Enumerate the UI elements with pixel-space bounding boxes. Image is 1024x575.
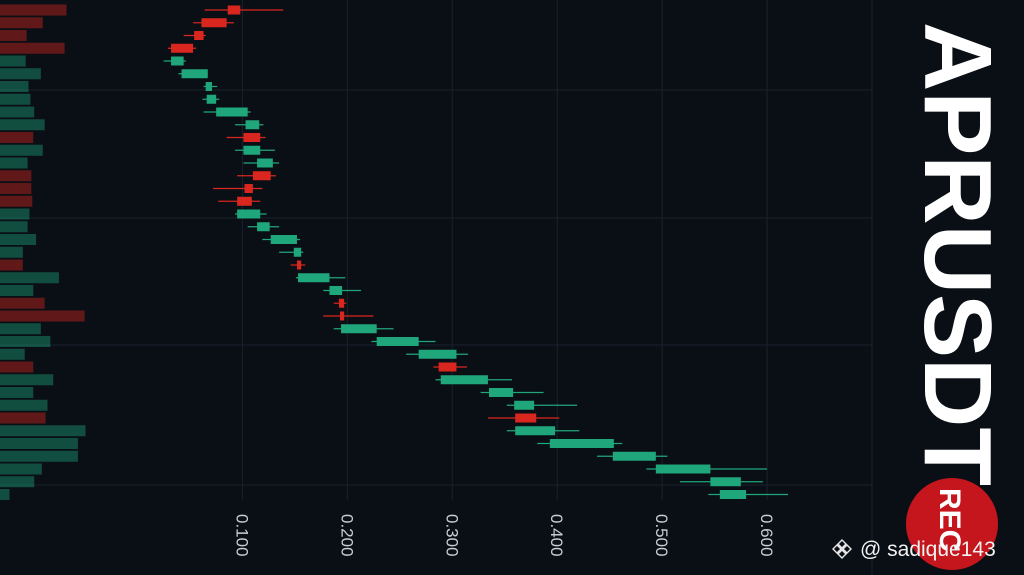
candle-body [201,18,227,28]
volume-bar [0,297,45,309]
volume-bar [0,68,41,80]
volume-bar [0,450,78,462]
volume-bar [0,489,10,500]
candle-body [298,273,330,283]
volume-bar [0,336,51,347]
volume-bar [0,4,67,16]
volume-bar [0,399,48,411]
candle-body [205,82,212,91]
volume-bar [0,42,65,54]
volume-bar [0,93,31,105]
candle-body [252,171,271,181]
volume-bar [0,195,33,207]
volume-bar [0,183,32,194]
chart-title: APRUSDT [904,22,1011,486]
volume-bar [0,246,23,258]
candle-body [270,235,297,244]
volume-bar [0,208,30,220]
volume-bar [0,285,34,296]
candle-body [237,209,261,219]
candle-body [181,69,208,79]
volume-bar [0,221,28,233]
volume-bar [0,119,45,131]
volume-bar [0,30,27,41]
candle-body [440,375,488,385]
candle-body [376,337,419,346]
candle-body [171,43,194,53]
candle-body [293,247,302,257]
x-tick-label: 0.300 [442,514,461,557]
candle-body [418,349,457,359]
volume-bar [0,425,86,437]
candle-body [655,464,711,474]
volume-bar [0,438,78,449]
candle-body [341,324,377,334]
candle-body [194,31,204,40]
watermark-logo [832,539,852,559]
volume-bar [0,361,34,373]
volume-bar [0,323,41,335]
candle-body [549,439,614,448]
volume-bar [0,259,23,271]
volume-bar [0,132,34,143]
candle-body [206,94,217,104]
candle-body [257,222,270,232]
plot: 0.100 0.200 0.300 0.400 0.500 0.600 [0,0,789,557]
candle-body [515,413,537,423]
volume-bar [0,374,54,386]
x-tick-label: 0.600 [757,514,776,557]
candle-body [488,388,514,397]
rec-label: REC [933,488,966,551]
candle-body [338,298,345,308]
x-tick-label: 0.400 [547,514,566,557]
volume-bar [0,81,29,92]
volume-bar [0,310,85,322]
candle-body [710,477,741,487]
candle-body [257,158,273,168]
candle-body [329,286,343,295]
candle-body [515,426,556,436]
candle-body [243,145,261,155]
candle-body [244,184,253,193]
candle-body [171,56,184,66]
volume-bar [0,412,46,424]
candle-body [719,490,747,499]
candle-body [296,260,302,270]
volume-bar [0,106,35,118]
watermark: @ sadique143 [860,538,996,561]
volume-bar [0,348,25,360]
volume-bar [0,17,43,29]
rec-badge [906,478,998,570]
candle-body [245,120,260,130]
volume-bar [0,476,35,488]
candle-body [216,107,248,117]
volume-bar [0,234,37,245]
candle-body [339,311,345,321]
volume-bar [0,144,43,156]
x-tick-label: 0.100 [232,514,251,557]
x-tick-label: 0.200 [337,514,356,557]
candle-body [514,400,535,410]
volume-bar [0,272,59,284]
volume-bar [0,157,28,169]
candle-body [438,362,457,372]
candle-body [237,196,252,206]
volume-bar [0,55,26,67]
candle-body [227,5,241,15]
candle-body [243,133,261,142]
x-tick-label: 0.500 [652,514,671,557]
candle-body [612,451,656,461]
volume-bar [0,463,42,475]
volume-bar [0,170,32,182]
volume-bar [0,387,34,398]
